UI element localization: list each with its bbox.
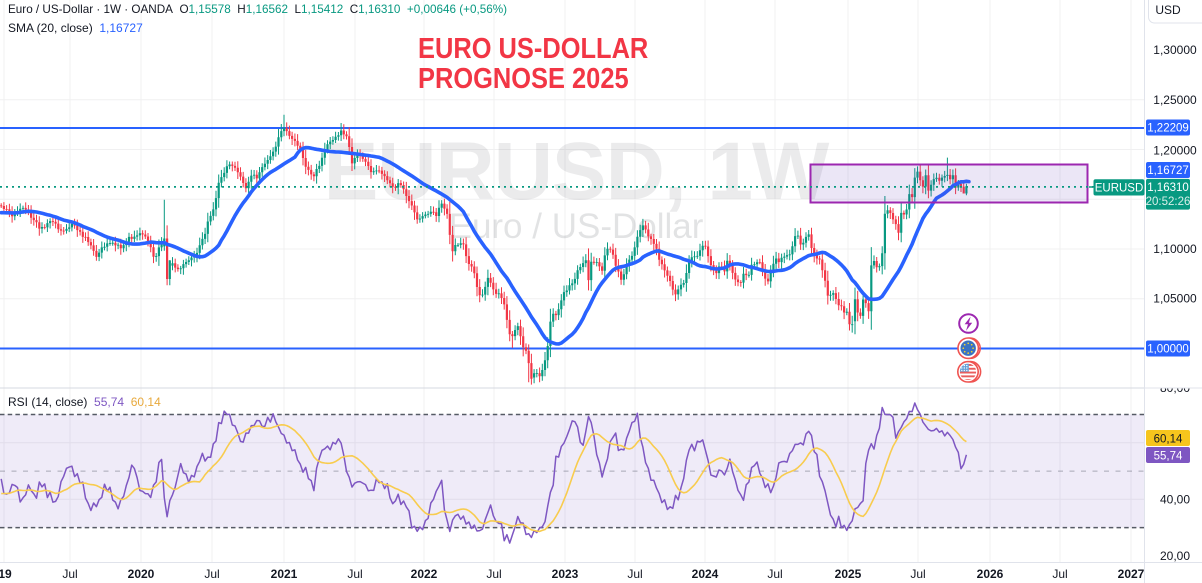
svg-text:2026: 2026 — [977, 567, 1004, 581]
svg-text:Jul: Jul — [62, 567, 77, 581]
svg-text:Jul: Jul — [767, 567, 782, 581]
svg-text:EURUSD: EURUSD — [1095, 182, 1144, 194]
svg-text:1,20000: 1,20000 — [1153, 143, 1197, 157]
svg-text:1,22209: 1,22209 — [1147, 123, 1189, 135]
svg-text:2020: 2020 — [128, 567, 155, 581]
svg-text:2022: 2022 — [411, 567, 438, 581]
svg-text:1,25000: 1,25000 — [1153, 93, 1197, 107]
svg-text:40,00: 40,00 — [1160, 492, 1190, 506]
svg-text:2021: 2021 — [271, 567, 298, 581]
svg-text:1,10000: 1,10000 — [1153, 242, 1197, 256]
svg-text:60,14: 60,14 — [1154, 433, 1183, 445]
svg-text:Jul: Jul — [347, 567, 362, 581]
svg-text:1,16727: 1,16727 — [1147, 165, 1189, 177]
svg-text:20,00: 20,00 — [1160, 549, 1190, 563]
svg-text:1,00000: 1,00000 — [1147, 344, 1189, 356]
svg-text:80,00: 80,00 — [1160, 381, 1190, 395]
svg-text:2025: 2025 — [835, 567, 862, 581]
svg-text:20:52:26: 20:52:26 — [1146, 196, 1191, 208]
svg-text:Jul: Jul — [910, 567, 925, 581]
svg-text:55,74: 55,74 — [1154, 450, 1183, 462]
svg-text:2027: 2027 — [1118, 567, 1145, 581]
svg-text:Jul: Jul — [627, 567, 642, 581]
svg-text:2024: 2024 — [692, 567, 719, 581]
svg-text:2023: 2023 — [552, 567, 579, 581]
svg-text:1,16310: 1,16310 — [1147, 182, 1189, 194]
svg-text:Jul: Jul — [486, 567, 501, 581]
svg-text:USD: USD — [1155, 3, 1181, 17]
svg-text:EURUSD, 1W: EURUSD, 1W — [324, 126, 830, 217]
svg-text:Jul: Jul — [1052, 567, 1067, 581]
svg-text:Euro / US-Dollar: Euro / US-Dollar — [449, 207, 704, 246]
svg-text:Jul: Jul — [204, 567, 219, 581]
svg-text:1,30000: 1,30000 — [1153, 43, 1197, 57]
svg-text:1,05000: 1,05000 — [1153, 292, 1197, 306]
svg-text:19: 19 — [0, 567, 12, 581]
